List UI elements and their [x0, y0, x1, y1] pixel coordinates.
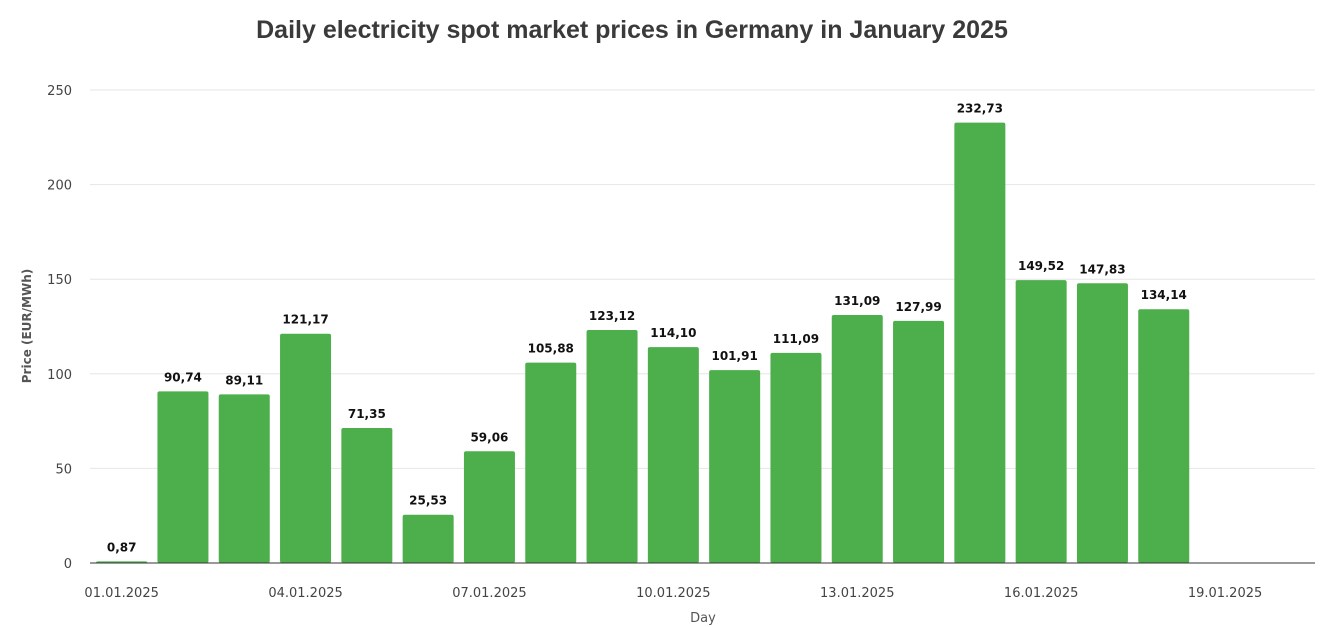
chart-title: Daily electricity spot market prices in …: [256, 16, 1008, 44]
bar: [402, 514, 454, 563]
bar: [157, 391, 209, 563]
x-tick-label: 13.01.2025: [820, 586, 894, 601]
x-axis-label: Day: [690, 611, 716, 626]
bar: [1076, 283, 1128, 563]
bar: [1015, 280, 1067, 563]
data-label: 90,74: [164, 370, 202, 384]
data-label: 114,10: [650, 326, 696, 340]
bar: [831, 314, 883, 563]
data-label: 101,91: [711, 349, 757, 363]
data-label: 149,52: [1018, 259, 1064, 273]
data-label: 59,06: [470, 430, 508, 444]
bar: [709, 370, 761, 563]
data-labels: 0,87 90,74 89,11 121,17 71,35 25,53 59,06 105,8…: [107, 102, 1187, 555]
y-axis-ticks: 0 50 100 150 200 250: [47, 84, 72, 572]
data-label: 121,17: [282, 313, 328, 327]
y-tick-label: 200: [47, 179, 72, 194]
data-label: 127,99: [895, 300, 941, 314]
data-label: 232,73: [957, 102, 1003, 116]
bar: [525, 362, 577, 563]
bar: [647, 347, 699, 563]
y-tick-label: 150: [47, 273, 72, 288]
x-tick-label: 01.01.2025: [84, 586, 158, 601]
data-label: 123,12: [589, 309, 635, 323]
gridlines: [90, 89, 1315, 469]
y-tick-label: 100: [47, 368, 72, 383]
x-tick-label: 04.01.2025: [268, 586, 342, 601]
y-axis-label: Price (EUR/MWh): [20, 269, 34, 384]
data-label: 89,11: [225, 373, 263, 387]
x-tick-label: 07.01.2025: [452, 586, 526, 601]
data-label: 134,14: [1141, 288, 1187, 302]
x-axis-ticks: 01.01.2025 04.01.2025 07.01.2025 10.01.2025…: [84, 586, 1262, 601]
x-tick-label: 19.01.2025: [1188, 586, 1262, 601]
y-tick-label: 50: [55, 462, 72, 477]
bar: [954, 122, 1006, 564]
bars: [96, 122, 1190, 564]
data-label: 25,53: [409, 494, 447, 508]
x-tick-label: 10.01.2025: [636, 586, 710, 601]
data-label: 147,83: [1079, 262, 1125, 276]
bar: [218, 394, 270, 563]
data-label: 0,87: [107, 540, 137, 554]
data-label: 105,88: [528, 342, 574, 356]
data-label: 111,09: [773, 332, 819, 346]
bar: [770, 352, 822, 563]
data-label: 131,09: [834, 294, 880, 308]
y-tick-label: 0: [64, 557, 72, 572]
bar: [1138, 309, 1190, 563]
y-tick-label: 250: [47, 84, 72, 99]
bar: [341, 428, 393, 563]
data-label: 71,35: [348, 407, 386, 421]
bar: [586, 330, 638, 563]
bar: [463, 451, 515, 563]
bar: [893, 320, 945, 563]
x-tick-label: 16.01.2025: [1004, 586, 1078, 601]
bar: [280, 333, 332, 563]
